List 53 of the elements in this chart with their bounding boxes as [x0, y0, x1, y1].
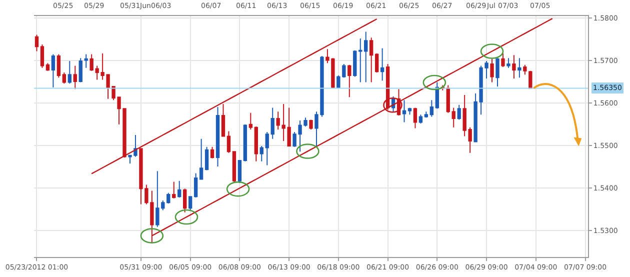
- candlestick: [380, 48, 384, 82]
- candlestick: [518, 58, 522, 78]
- candlestick: [248, 112, 253, 130]
- candlestick: [457, 104, 461, 120]
- candlestick: [204, 146, 209, 171]
- candlestick: [309, 119, 313, 130]
- candlestick: [62, 72, 66, 84]
- candlestick: [260, 146, 264, 162]
- candlestick: [348, 64, 352, 98]
- candlestick: [73, 65, 77, 90]
- candlestick: [402, 100, 406, 123]
- candlestick: [270, 107, 274, 140]
- candlestick: [501, 52, 505, 68]
- candlestick: [418, 114, 423, 124]
- candlestick: [265, 132, 269, 166]
- candlestick: [452, 107, 456, 128]
- candlestick: [430, 100, 434, 118]
- candlestick: [446, 84, 450, 114]
- candlestick: [216, 106, 220, 167]
- candlestick: [424, 111, 428, 118]
- candlestick: [34, 34, 39, 52]
- candlestick: [166, 192, 170, 204]
- candlestick: [364, 31, 368, 83]
- candlestick: [199, 138, 204, 180]
- candlestick: [413, 107, 418, 129]
- candlestick: [226, 130, 231, 154]
- candlestick: [238, 160, 242, 184]
- candlestick: [78, 58, 82, 83]
- candlestick: [178, 180, 182, 198]
- candlestick: [358, 38, 362, 83]
- candlestick: [46, 62, 50, 72]
- candlestick: [496, 58, 500, 88]
- candlestick: [68, 60, 72, 84]
- candlestick: [506, 58, 510, 68]
- candlestick: [56, 54, 61, 78]
- candlestick: [243, 124, 248, 162]
- candlestick: [232, 151, 236, 184]
- candlestick: [353, 50, 357, 78]
- candlestick: [40, 44, 44, 68]
- candlestick: [183, 188, 187, 213]
- candlestick: [188, 196, 192, 211]
- candlestick: [210, 146, 214, 159]
- candlestick: [374, 52, 379, 74]
- candlestick: [84, 54, 88, 68]
- candlestick: [408, 107, 412, 116]
- candlestick: [512, 54, 516, 79]
- candlestick: [172, 181, 176, 199]
- candlestick: [194, 172, 198, 198]
- candlestick: [490, 58, 494, 83]
- candlestick: [369, 37, 374, 83]
- candlestick: [221, 103, 226, 137]
- candlestick: [254, 126, 258, 162]
- candlestick: [51, 54, 56, 88]
